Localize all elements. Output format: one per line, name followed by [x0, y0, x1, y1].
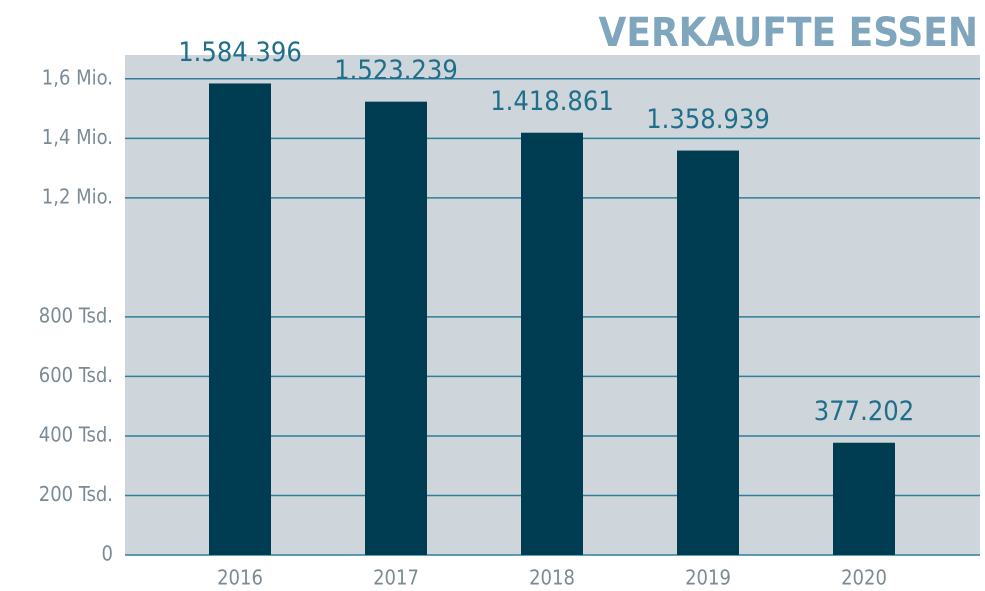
x-tick-label: 2016: [217, 566, 263, 590]
y-tick-label: 600 Tsd.: [39, 363, 113, 387]
x-tick-label: 2017: [373, 566, 419, 590]
y-tick-label: 1,6 Mio.: [42, 65, 113, 89]
bar: [833, 442, 895, 555]
chart-title: VERKAUFTE ESSEN: [599, 10, 978, 56]
y-tick-label: 1,2 Mio.: [42, 184, 113, 208]
y-tick-label: 1,4 Mio.: [42, 125, 113, 149]
x-tick-label: 2019: [685, 566, 731, 590]
bar: [209, 83, 271, 555]
value-label: 1.523.239: [334, 55, 458, 86]
bar: [365, 101, 427, 555]
value-label: 377.202: [814, 396, 914, 427]
value-label: 1.584.396: [178, 37, 302, 68]
y-tick-label: 0: [102, 542, 113, 566]
y-tick-label: 800 Tsd.: [39, 303, 113, 327]
y-tick-label: 200 Tsd.: [39, 482, 113, 506]
y-tick-label: 400 Tsd.: [39, 422, 113, 446]
x-tick-label: 2020: [841, 566, 887, 590]
bar: [521, 132, 583, 555]
value-label: 1.358.939: [646, 104, 770, 135]
value-label: 1.418.861: [490, 86, 614, 117]
x-tick-label: 2018: [529, 566, 575, 590]
bar: [677, 150, 739, 555]
